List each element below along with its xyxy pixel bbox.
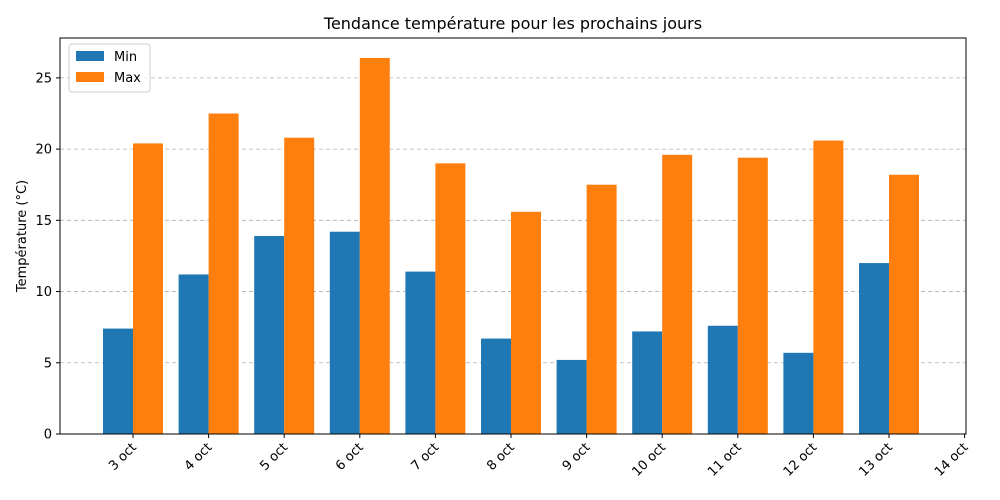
bar-min-3-oct — [103, 328, 133, 434]
bar-max-3-oct — [133, 143, 163, 434]
bar-min-4-oct — [178, 274, 209, 434]
y-tick-label: 20 — [35, 143, 52, 158]
y-axis-label: Température (°C) — [15, 180, 30, 293]
chart-title: Tendance température pour les prochains … — [323, 14, 702, 33]
bar-max-10-oct — [662, 154, 693, 434]
bar-max-7-oct — [435, 163, 466, 434]
bar-max-11-oct — [737, 157, 768, 435]
bar-max-13-oct — [889, 174, 919, 434]
bar-max-8-oct — [511, 211, 541, 434]
bar-max-12-oct — [813, 140, 844, 434]
y-axis-ticks: 0 5 10 15 20 25 — [35, 71, 60, 443]
bar-min-10-oct — [632, 331, 663, 434]
y-tick-label: 10 — [35, 285, 52, 300]
y-tick-label: 0 — [44, 428, 52, 443]
legend-swatch-max — [76, 72, 104, 82]
legend-label-min: Min — [114, 50, 137, 65]
bar-max-6-oct — [359, 57, 390, 435]
bar-min-5-oct — [254, 236, 285, 434]
y-tick-label: 15 — [35, 214, 52, 229]
bar-min-9-oct — [556, 359, 587, 434]
bar-min-6-oct — [329, 231, 360, 434]
bar-min-13-oct — [859, 263, 889, 434]
y-tick-label: 25 — [35, 71, 52, 86]
legend-label-max: Max — [114, 71, 141, 86]
bar-max-9-oct — [586, 184, 617, 434]
legend-swatch-min — [76, 51, 104, 61]
bar-min-11-oct — [707, 325, 738, 434]
plot-frame — [59, 37, 967, 435]
bar-min-8-oct — [481, 338, 511, 434]
bar-max-4-oct — [208, 113, 239, 435]
bars — [103, 57, 919, 435]
bar-min-12-oct — [783, 352, 814, 434]
bar-max-5-oct — [284, 137, 315, 435]
legend: Min Max — [68, 43, 151, 93]
bar-min-7-oct — [405, 271, 436, 434]
y-tick-label: 5 — [44, 356, 52, 371]
